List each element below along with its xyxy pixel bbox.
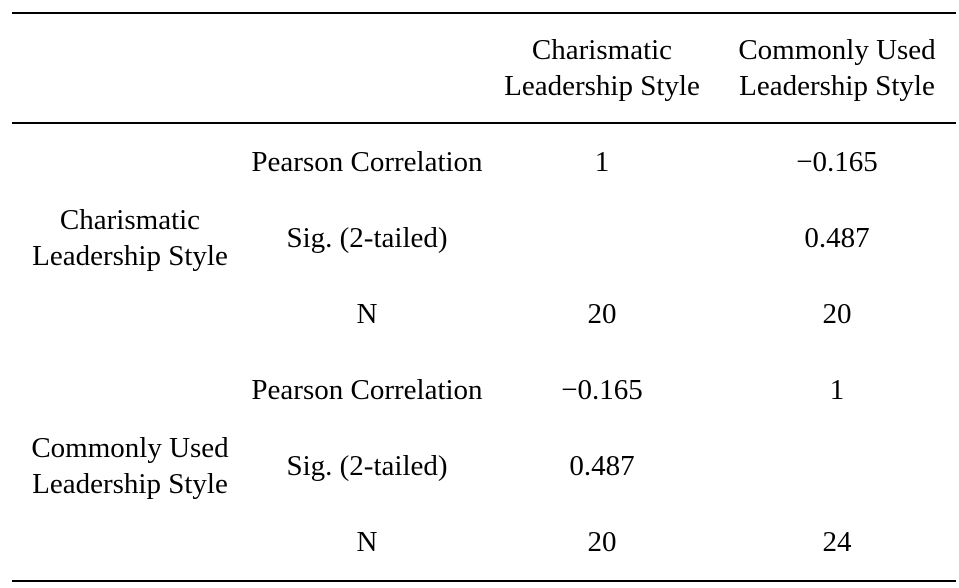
correlation-table: Charismatic Leadership Style Commonly Us… xyxy=(12,12,956,582)
table-row: Commonly Used Leadership Style Pearson C… xyxy=(12,352,956,582)
stat-label: Sig. (2-tailed) xyxy=(286,450,448,482)
stat-label: Sig. (2-tailed) xyxy=(286,222,448,254)
group-label-commonly-used: Commonly Used Leadership Style xyxy=(12,352,248,582)
table-row: Sig. (2-tailed) 0.487 xyxy=(12,428,956,504)
cell-value: −0.165 xyxy=(796,146,878,178)
cell-value: 20 xyxy=(587,298,617,330)
group-label-charismatic: Charismatic Leadership Style xyxy=(32,204,228,272)
stat-label: Pearson Correlation xyxy=(251,146,483,178)
cell-value xyxy=(486,200,718,276)
cell-value: 0.487 xyxy=(804,222,870,254)
cell-value: 20 xyxy=(822,298,852,330)
cell-value xyxy=(718,428,956,504)
table-row: N 20 24 xyxy=(12,504,956,582)
table-row: N 20 20 xyxy=(12,276,956,352)
cell-value: 1 xyxy=(594,146,610,178)
header-row: Charismatic Leadership Style Commonly Us… xyxy=(12,12,956,124)
table-row: Charismatic Leadership Style Pearson Cor… xyxy=(12,123,956,272)
stat-label: N xyxy=(356,298,378,330)
cell-value: −0.165 xyxy=(561,374,643,406)
stat-label: N xyxy=(248,504,486,582)
stat-label: Pearson Correlation xyxy=(251,374,483,406)
header-empty-1 xyxy=(12,12,248,124)
cell-value: 24 xyxy=(718,504,956,582)
cell-value: 20 xyxy=(486,504,718,582)
header-commonly-used: Commonly Used Leadership Style xyxy=(718,12,956,124)
cell-value: 1 xyxy=(829,374,845,406)
table-row: Sig. (2-tailed) 0.487 xyxy=(12,200,956,276)
header-empty-2 xyxy=(248,12,486,124)
cell-value: 0.487 xyxy=(569,450,635,482)
header-charismatic: Charismatic Leadership Style xyxy=(486,12,718,124)
